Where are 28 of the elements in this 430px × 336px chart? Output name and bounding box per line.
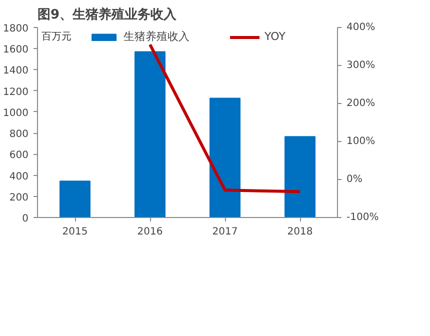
bar <box>60 180 90 218</box>
y2-tick-label: -100% <box>346 212 379 223</box>
y2-tick-label: 300% <box>346 60 376 71</box>
y-tick-label: 800 <box>9 129 29 140</box>
y-tick-label: 200 <box>9 192 29 204</box>
y-tick-label: 1400 <box>3 66 29 77</box>
legend-label: 生猪养殖收入 <box>124 29 190 44</box>
y2-tick-label: 200% <box>346 98 376 109</box>
y-tick-label: 1600 <box>3 44 29 56</box>
x-tick-label: 2016 <box>137 226 163 238</box>
chart-title: 图9、生猪养殖业务收入 <box>38 6 178 22</box>
y2-tick-label: 400% <box>346 22 376 33</box>
y-tick-label: 1200 <box>3 86 29 98</box>
x-tick-label: 2015 <box>62 226 88 238</box>
y-axis-title: 百万元 <box>41 32 72 42</box>
bar <box>134 51 166 218</box>
y2-tick-label: 100% <box>346 136 376 147</box>
bar <box>210 98 240 218</box>
y-tick-label: 600 <box>9 150 29 162</box>
x-tick-label: 2017 <box>212 226 238 238</box>
x-tick-label: 2018 <box>287 226 313 238</box>
y2-tick-label: 0% <box>346 174 362 185</box>
y-tick-label: 400 <box>9 171 29 182</box>
legend-label: YOY <box>264 30 286 43</box>
y-tick-label: 1000 <box>3 108 29 119</box>
y-tick-label: 1800 <box>3 24 29 34</box>
bar <box>284 136 316 218</box>
y-tick-label: 0 <box>22 214 29 224</box>
